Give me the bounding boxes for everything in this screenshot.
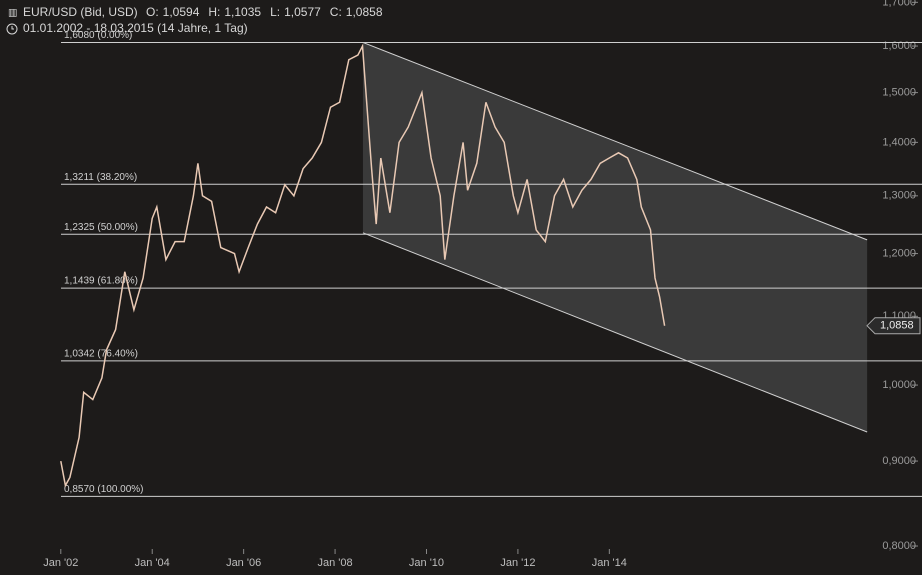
x-tick-label: Jan '14 (592, 557, 627, 569)
ohlc-value: 1,0577 (284, 5, 321, 19)
price-line (60, 43, 666, 488)
ohlc-label: H: (208, 5, 220, 19)
ohlc-value: 1,0858 (346, 5, 383, 19)
y-tick-label: 1,5000 (882, 87, 916, 99)
clock-icon (6, 23, 18, 35)
x-tick-label: Jan '04 (135, 557, 170, 569)
ohlc: O: 1,0594 H: 1,1035 L: 1,0577 C: 1,0858 (146, 5, 383, 19)
fib-label: 1,3211 (38.20%) (64, 172, 137, 183)
x-tick-label: Jan '02 (43, 557, 78, 569)
channel-line (362, 41, 868, 241)
fib-label: 1,0342 (76.40%) (64, 348, 138, 359)
subtitle: 01.01.2002 - 18.03.2015 (14 Jahre, 1 Tag… (23, 21, 248, 35)
y-tick-label: 1,6000 (882, 40, 916, 52)
y-tick-label: 1,7000 (882, 0, 916, 8)
y-tick-label: 1,4000 (882, 136, 916, 148)
x-tick-label: Jan '08 (317, 557, 352, 569)
y-tick-label: 1,0000 (882, 379, 916, 391)
channel-line (362, 232, 868, 433)
icon: ▥ (8, 8, 17, 19)
ohlc-value: 1,0594 (163, 5, 200, 19)
chart-title: EUR/USD (Bid, USD) (23, 5, 138, 19)
fib-label: 0,8570 (100.00%) (64, 484, 144, 495)
last-value-tag (866, 317, 921, 335)
ohlc-label: L: (270, 5, 280, 19)
y-tick-label: 1,2000 (882, 247, 916, 259)
ohlc-label: O: (146, 5, 159, 19)
ohlc-value: 1,1035 (224, 5, 261, 19)
fib-label: 1,2325 (50.00%) (64, 222, 138, 233)
fib-label: 1,6080 (0.00%) (64, 30, 132, 41)
fib-label: 1,1439 (61.80%) (64, 276, 138, 287)
y-tick-label: 0,9000 (882, 455, 916, 467)
x-tick-label: Jan '10 (409, 557, 444, 569)
y-tick-label: 1,3000 (882, 190, 916, 202)
clock-hand (11, 26, 14, 30)
x-tick-label: Jan '06 (226, 557, 261, 569)
y-tick-label: 0,8000 (882, 540, 916, 552)
x-tick-label: Jan '12 (500, 557, 535, 569)
ohlc-label: C: (330, 5, 342, 19)
last-value-label: 1,0858 (880, 320, 914, 332)
channel-area (362, 42, 868, 433)
